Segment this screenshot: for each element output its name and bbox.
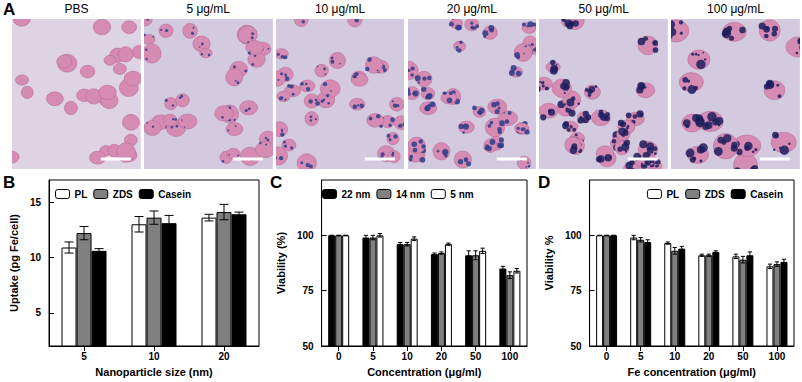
svg-text:14 nm: 14 nm — [396, 189, 425, 200]
svg-text:5: 5 — [35, 307, 41, 318]
svg-text:100: 100 — [565, 230, 582, 241]
svg-text:Concentration (μg/ml): Concentration (μg/ml) — [367, 366, 482, 378]
html-text:50 μg/mL: 50 μg/mL — [578, 2, 629, 16]
svg-text:22 nm: 22 nm — [342, 189, 371, 200]
svg-text:Viability %: Viability % — [543, 235, 555, 290]
svg-text:5 nm: 5 nm — [450, 189, 473, 200]
svg-text:50: 50 — [302, 341, 314, 352]
svg-text:15: 15 — [30, 197, 42, 208]
svg-text:PL: PL — [75, 189, 88, 200]
svg-text:10: 10 — [669, 351, 681, 362]
svg-text:5: 5 — [638, 351, 644, 362]
svg-text:50: 50 — [470, 351, 482, 362]
svg-text:20: 20 — [218, 351, 230, 362]
svg-text:5: 5 — [81, 351, 87, 362]
svg-text:Nanoparticle size (nm): Nanoparticle size (nm) — [95, 366, 213, 378]
svg-text:75: 75 — [302, 285, 314, 296]
svg-text:10: 10 — [30, 252, 42, 263]
svg-text:PL: PL — [666, 189, 679, 200]
html-text:B: B — [3, 173, 16, 192]
svg-text:20: 20 — [703, 351, 715, 362]
svg-text:10: 10 — [402, 351, 414, 362]
svg-text:20: 20 — [436, 351, 448, 362]
svg-text:ZDS: ZDS — [113, 189, 133, 200]
svg-text:5: 5 — [370, 351, 376, 362]
html-text:C: C — [270, 173, 283, 192]
html-text:PBS: PBS — [64, 2, 89, 16]
html-text:20 μg/mL: 20 μg/mL — [446, 2, 497, 16]
svg-text:Uptake (pg Fe/cell): Uptake (pg Fe/cell) — [8, 214, 20, 312]
svg-text:100: 100 — [769, 351, 786, 362]
svg-text:75: 75 — [570, 285, 582, 296]
svg-text:50: 50 — [570, 341, 582, 352]
html-text:D: D — [538, 173, 551, 192]
svg-text:50: 50 — [737, 351, 749, 362]
svg-text:100: 100 — [297, 230, 314, 241]
svg-text:Casein: Casein — [158, 189, 191, 200]
html-text:5 μg/mL: 5 μg/mL — [186, 2, 230, 16]
svg-text:0: 0 — [604, 351, 610, 362]
svg-text:Fe concentration (μg/ml): Fe concentration (μg/ml) — [628, 366, 757, 378]
html-text:10 μg/mL: 10 μg/mL — [314, 2, 366, 16]
svg-text:0: 0 — [336, 351, 342, 362]
svg-text:100: 100 — [502, 351, 519, 362]
svg-text:Casein: Casein — [750, 189, 783, 200]
html-text:A: A — [3, 0, 16, 19]
svg-text:10: 10 — [148, 351, 160, 362]
svg-text:Viability (%): Viability (%) — [275, 232, 287, 294]
html-text:100 μg/mL: 100 μg/mL — [707, 2, 764, 16]
svg-text:ZDS: ZDS — [705, 189, 725, 200]
